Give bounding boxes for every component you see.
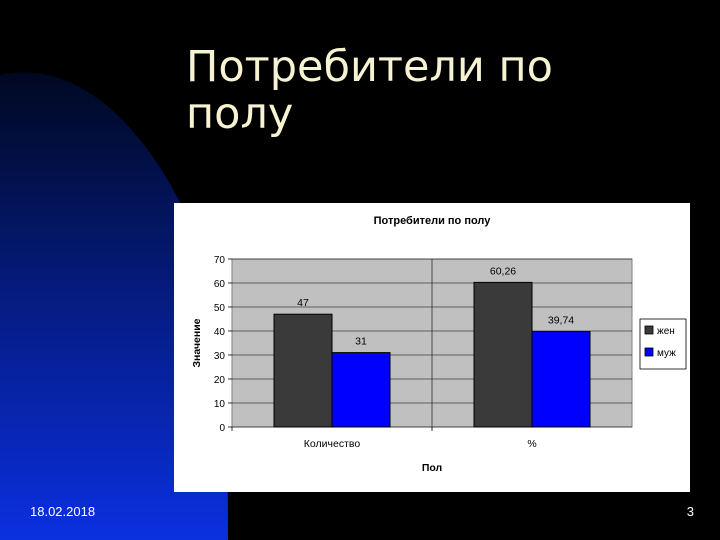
- bar: [473, 281, 533, 428]
- x-axis-label: Пол: [422, 462, 442, 474]
- x-tick-label: Количество: [304, 438, 361, 450]
- data-label: 60,26: [490, 265, 516, 277]
- footer-date: 18.02.2018: [30, 504, 96, 519]
- y-tick-label: 70: [214, 255, 226, 266]
- y-tick-label: 40: [214, 327, 226, 338]
- bar: [273, 313, 333, 428]
- y-tick-label: 10: [214, 399, 226, 410]
- y-tick-label: 60: [214, 279, 226, 290]
- data-label: 31: [355, 336, 367, 348]
- bar: [531, 331, 591, 428]
- bar-chart: Потребители по полу 0 10 20 30 40 50 60 70 Количе…: [191, 215, 687, 474]
- y-axis-label: Значение: [191, 318, 203, 367]
- chart-panel: Потребители по полу 0 10 20 30 40 50 60 70 Количе…: [174, 203, 690, 492]
- slide-title: Потребители по полу: [186, 44, 686, 138]
- slide-title-line2: полу: [186, 89, 294, 139]
- data-label: 39,74: [548, 315, 574, 327]
- bar: [331, 352, 391, 428]
- page-number: 3: [686, 504, 694, 519]
- legend-swatch: [644, 325, 654, 335]
- y-tick-label: 20: [214, 375, 226, 386]
- legend-label: муж: [657, 348, 676, 359]
- y-tick-label: 30: [214, 351, 226, 362]
- legend-label: жен: [657, 326, 675, 337]
- y-tick-label: 50: [214, 303, 226, 314]
- blue-arc-shape: [0, 72, 228, 540]
- legend-swatch: [644, 347, 654, 357]
- data-label: 47: [297, 297, 309, 309]
- slide-title-line1: Потребители по: [186, 42, 553, 92]
- x-tick-label: %: [527, 438, 536, 450]
- y-tick-label: 0: [219, 423, 225, 434]
- chart-title: Потребители по полу: [374, 215, 492, 227]
